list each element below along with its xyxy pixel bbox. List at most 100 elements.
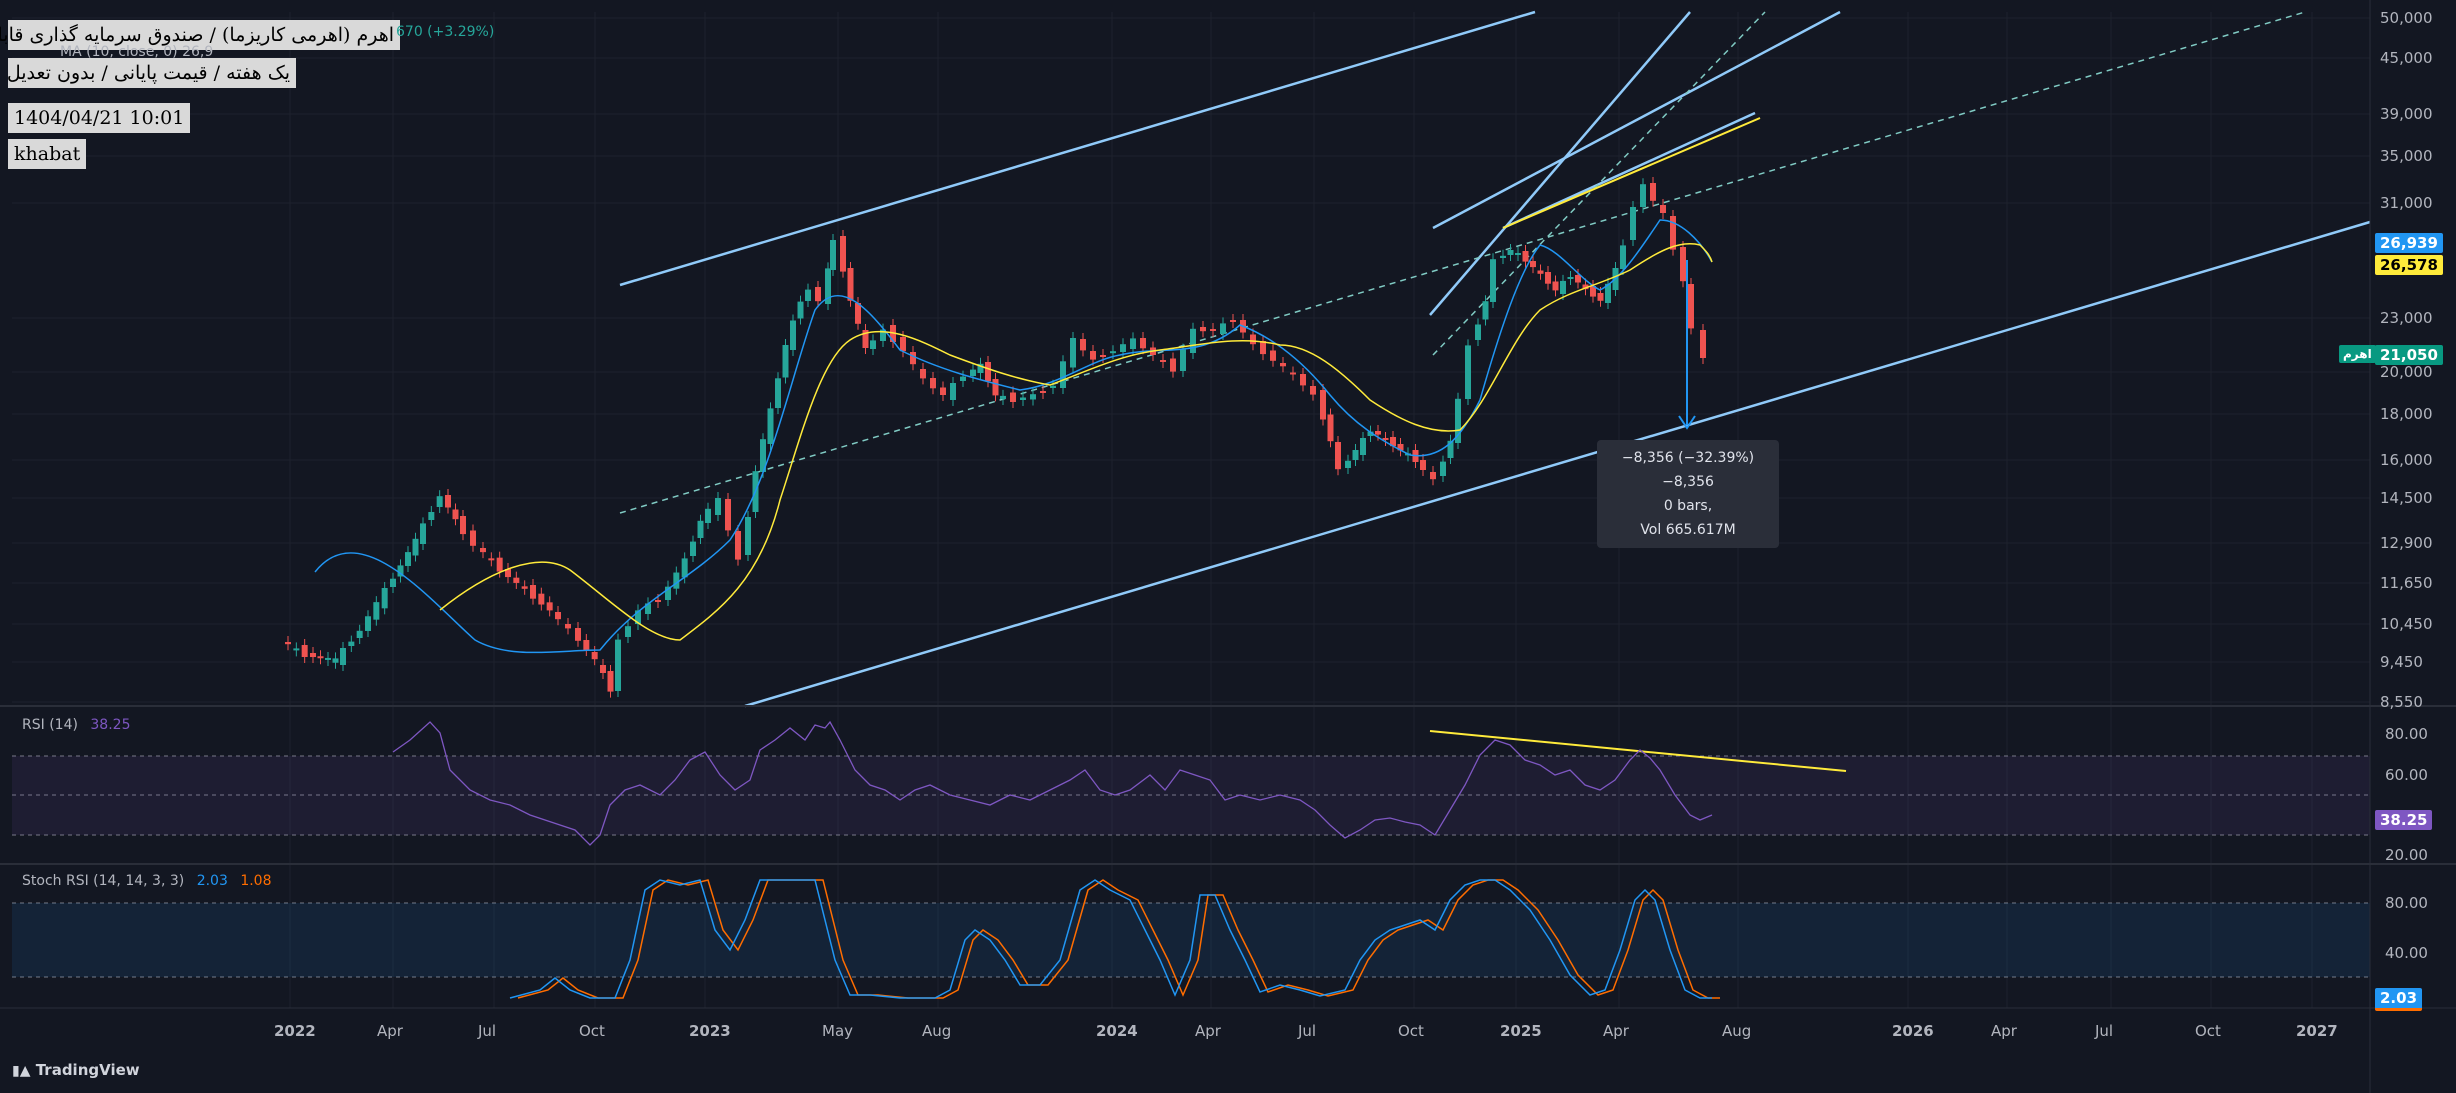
candle[interactable] <box>1060 361 1066 388</box>
candle[interactable] <box>1367 431 1374 436</box>
candle[interactable] <box>1670 216 1676 250</box>
candle[interactable] <box>805 289 811 301</box>
candle[interactable] <box>1180 349 1186 371</box>
candle[interactable] <box>1522 251 1529 262</box>
candle[interactable] <box>348 641 355 646</box>
candle[interactable] <box>1130 338 1136 349</box>
candle[interactable] <box>725 499 731 531</box>
candle[interactable] <box>412 538 419 556</box>
candle[interactable] <box>900 337 906 352</box>
candle[interactable] <box>1475 324 1481 341</box>
candle[interactable] <box>1310 386 1316 395</box>
candle[interactable] <box>521 586 528 589</box>
candle[interactable] <box>1100 355 1106 357</box>
candle[interactable] <box>546 602 553 611</box>
candle[interactable] <box>775 378 781 408</box>
candle[interactable] <box>1500 255 1506 258</box>
candle[interactable] <box>782 345 789 378</box>
candle[interactable] <box>705 508 711 523</box>
candle[interactable] <box>960 376 966 381</box>
candle[interactable] <box>645 603 651 614</box>
candle[interactable] <box>445 495 451 508</box>
candle[interactable] <box>1120 344 1126 352</box>
candle[interactable] <box>1590 286 1596 297</box>
candle[interactable] <box>790 320 796 351</box>
candle[interactable] <box>1360 438 1366 455</box>
candle[interactable] <box>1090 351 1096 360</box>
candle[interactable] <box>1335 442 1341 470</box>
channel-line[interactable] <box>744 220 2371 708</box>
candle[interactable] <box>373 602 380 620</box>
candle[interactable] <box>356 630 363 638</box>
candle[interactable] <box>847 268 854 301</box>
candle[interactable] <box>600 665 606 673</box>
candle[interactable] <box>665 586 671 600</box>
candle[interactable] <box>690 541 696 556</box>
channel-line[interactable] <box>1502 111 1756 230</box>
candle[interactable] <box>1447 440 1454 458</box>
channel-line[interactable] <box>1432 10 1841 230</box>
candle[interactable] <box>1560 280 1566 294</box>
candle[interactable] <box>635 610 641 624</box>
candle[interactable] <box>496 557 503 572</box>
candle[interactable] <box>1688 284 1694 329</box>
candle[interactable] <box>1650 183 1656 201</box>
candle[interactable] <box>735 531 741 560</box>
candle[interactable] <box>1280 363 1286 367</box>
candle[interactable] <box>480 548 486 553</box>
candle[interactable] <box>293 648 300 651</box>
candle[interactable] <box>1345 460 1351 468</box>
candle[interactable] <box>1020 397 1026 401</box>
candle[interactable] <box>615 639 621 691</box>
candle[interactable] <box>985 362 991 382</box>
candle[interactable] <box>1030 394 1036 400</box>
stoch-legend[interactable]: Stoch RSI (14, 14, 3, 3) 2.03 1.08 <box>22 873 271 889</box>
candle[interactable] <box>910 352 916 365</box>
candle[interactable] <box>1575 275 1581 283</box>
candle[interactable] <box>920 369 926 379</box>
candle[interactable] <box>397 565 404 577</box>
candle[interactable] <box>1170 358 1176 372</box>
candle[interactable] <box>452 509 459 520</box>
candle[interactable] <box>1290 372 1296 375</box>
candle[interactable] <box>715 498 721 515</box>
candle[interactable] <box>870 340 876 349</box>
candle[interactable] <box>625 626 631 637</box>
candle[interactable] <box>1605 283 1611 303</box>
candle[interactable] <box>317 656 324 659</box>
candle[interactable] <box>673 572 680 589</box>
candle[interactable] <box>1567 277 1574 279</box>
candle[interactable] <box>436 496 443 507</box>
candle[interactable] <box>1537 270 1544 274</box>
channel-midline[interactable] <box>619 11 2306 514</box>
candle[interactable] <box>825 268 831 304</box>
candle[interactable] <box>470 530 476 546</box>
candle[interactable] <box>950 383 956 400</box>
stoch-rsi-pane[interactable] <box>509 879 1720 999</box>
candle[interactable] <box>1220 323 1226 334</box>
candle[interactable] <box>390 578 396 587</box>
candle[interactable] <box>575 628 581 641</box>
candle[interactable] <box>992 379 999 396</box>
candle[interactable] <box>538 593 545 605</box>
candle[interactable] <box>1080 339 1086 351</box>
candle[interactable] <box>930 378 936 389</box>
candle[interactable] <box>940 387 946 396</box>
candle[interactable] <box>1507 250 1514 255</box>
rsi-legend[interactable]: RSI (14) 38.25 <box>22 717 130 733</box>
candle[interactable] <box>420 523 426 544</box>
candle[interactable] <box>970 369 976 376</box>
candle[interactable] <box>815 287 821 302</box>
candle[interactable] <box>1260 341 1266 355</box>
candle[interactable] <box>655 600 661 602</box>
candle[interactable] <box>1420 460 1426 470</box>
candle[interactable] <box>767 408 774 444</box>
candle[interactable] <box>745 517 751 555</box>
candle[interactable] <box>1210 329 1216 331</box>
candle[interactable] <box>1530 261 1536 268</box>
candle[interactable] <box>591 652 598 660</box>
candle[interactable] <box>405 552 411 566</box>
rsi-divergence-line[interactable] <box>1429 730 1847 772</box>
candle[interactable] <box>1375 431 1381 435</box>
candle[interactable] <box>1630 207 1636 240</box>
